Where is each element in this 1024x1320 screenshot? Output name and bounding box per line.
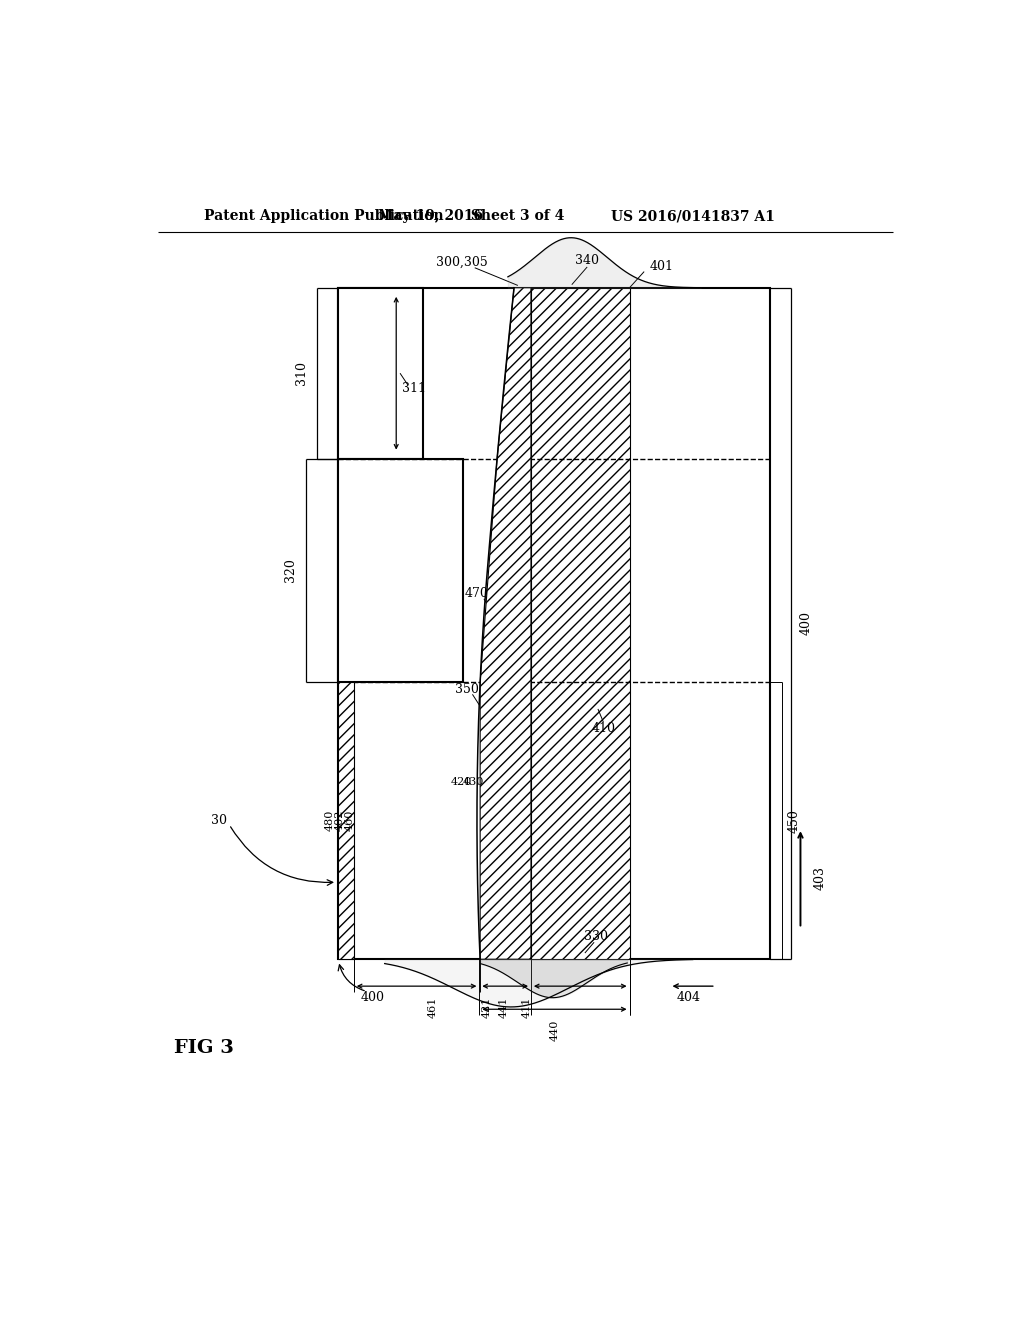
Text: Patent Application Publication: Patent Application Publication — [204, 209, 443, 223]
Text: 460: 460 — [345, 810, 355, 832]
Text: 311: 311 — [401, 381, 426, 395]
Text: 421: 421 — [482, 997, 493, 1019]
Bar — [339, 288, 423, 458]
Text: 440: 440 — [550, 1020, 560, 1041]
Polygon shape — [480, 288, 531, 960]
Text: 310: 310 — [295, 362, 308, 385]
Text: 400: 400 — [361, 991, 385, 1005]
Text: 480: 480 — [325, 810, 334, 832]
Bar — [339, 459, 463, 682]
Text: 350: 350 — [455, 684, 479, 696]
Bar — [339, 288, 770, 960]
Text: Sheet 3 of 4: Sheet 3 of 4 — [466, 209, 565, 223]
Text: 450: 450 — [787, 809, 801, 833]
Text: 470: 470 — [465, 587, 489, 601]
Text: 320: 320 — [285, 558, 297, 582]
Text: May 19, 2016: May 19, 2016 — [378, 209, 483, 223]
Text: 401: 401 — [650, 260, 674, 273]
Bar — [531, 288, 630, 960]
Text: 30: 30 — [211, 814, 227, 828]
Text: US 2016/0141837 A1: US 2016/0141837 A1 — [610, 209, 774, 223]
Text: 411: 411 — [521, 997, 531, 1019]
Text: 340: 340 — [575, 255, 599, 268]
Text: 441: 441 — [499, 997, 509, 1019]
Text: FIG 3: FIG 3 — [174, 1039, 233, 1057]
Text: 404: 404 — [677, 991, 700, 1005]
Text: 420: 420 — [451, 777, 472, 787]
Text: 410: 410 — [592, 722, 616, 735]
Text: 400: 400 — [800, 611, 813, 635]
Text: 402: 402 — [335, 810, 345, 832]
Bar — [339, 682, 354, 960]
Text: 430: 430 — [463, 777, 484, 787]
Text: 461: 461 — [427, 997, 437, 1019]
Text: 403: 403 — [813, 866, 826, 891]
Text: 300,305: 300,305 — [436, 256, 487, 269]
Text: 330: 330 — [585, 929, 608, 942]
